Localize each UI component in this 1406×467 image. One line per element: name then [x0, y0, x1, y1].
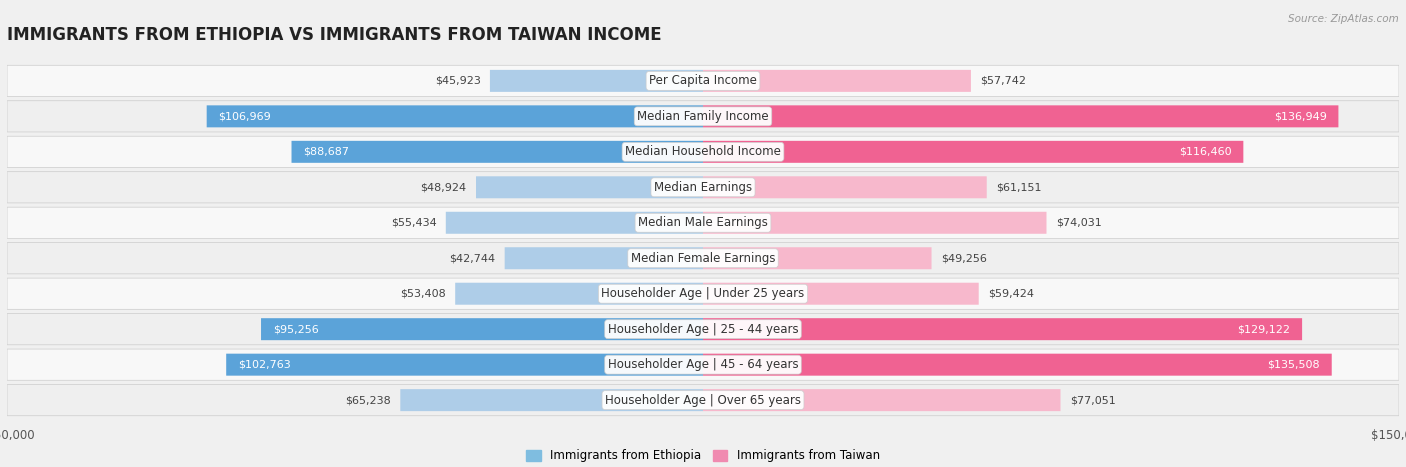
FancyBboxPatch shape	[7, 65, 1399, 97]
Legend: Immigrants from Ethiopia, Immigrants from Taiwan: Immigrants from Ethiopia, Immigrants fro…	[522, 445, 884, 467]
Text: $45,923: $45,923	[434, 76, 481, 86]
FancyBboxPatch shape	[505, 247, 703, 269]
Text: $129,122: $129,122	[1237, 324, 1291, 334]
FancyBboxPatch shape	[703, 212, 1046, 234]
FancyBboxPatch shape	[401, 389, 703, 411]
FancyBboxPatch shape	[291, 141, 703, 163]
Text: Householder Age | Over 65 years: Householder Age | Over 65 years	[605, 394, 801, 407]
Text: Median Female Earnings: Median Female Earnings	[631, 252, 775, 265]
FancyBboxPatch shape	[226, 354, 703, 375]
Text: Householder Age | 45 - 64 years: Householder Age | 45 - 64 years	[607, 358, 799, 371]
Text: $59,424: $59,424	[988, 289, 1033, 299]
Text: $106,969: $106,969	[218, 111, 271, 121]
Text: $136,949: $136,949	[1274, 111, 1327, 121]
Text: $135,508: $135,508	[1267, 360, 1320, 370]
Text: $65,238: $65,238	[346, 395, 391, 405]
Text: $116,460: $116,460	[1180, 147, 1232, 157]
Text: Source: ZipAtlas.com: Source: ZipAtlas.com	[1288, 14, 1399, 24]
Text: $42,744: $42,744	[450, 253, 495, 263]
Text: Householder Age | Under 25 years: Householder Age | Under 25 years	[602, 287, 804, 300]
FancyBboxPatch shape	[7, 207, 1399, 238]
FancyBboxPatch shape	[703, 106, 1339, 127]
Text: Per Capita Income: Per Capita Income	[650, 74, 756, 87]
Text: $102,763: $102,763	[238, 360, 291, 370]
Text: Householder Age | 25 - 44 years: Householder Age | 25 - 44 years	[607, 323, 799, 336]
FancyBboxPatch shape	[703, 247, 932, 269]
Text: Median Household Income: Median Household Income	[626, 145, 780, 158]
Text: $48,924: $48,924	[420, 182, 467, 192]
FancyBboxPatch shape	[489, 70, 703, 92]
FancyBboxPatch shape	[7, 349, 1399, 380]
FancyBboxPatch shape	[703, 283, 979, 304]
FancyBboxPatch shape	[456, 283, 703, 304]
FancyBboxPatch shape	[703, 141, 1243, 163]
Text: $55,434: $55,434	[391, 218, 436, 228]
FancyBboxPatch shape	[7, 313, 1399, 345]
FancyBboxPatch shape	[446, 212, 703, 234]
FancyBboxPatch shape	[703, 177, 987, 198]
Text: Median Earnings: Median Earnings	[654, 181, 752, 194]
FancyBboxPatch shape	[703, 318, 1302, 340]
Text: IMMIGRANTS FROM ETHIOPIA VS IMMIGRANTS FROM TAIWAN INCOME: IMMIGRANTS FROM ETHIOPIA VS IMMIGRANTS F…	[7, 26, 662, 43]
Text: $49,256: $49,256	[941, 253, 987, 263]
Text: $53,408: $53,408	[401, 289, 446, 299]
Text: $61,151: $61,151	[995, 182, 1042, 192]
FancyBboxPatch shape	[703, 389, 1060, 411]
Text: $88,687: $88,687	[304, 147, 349, 157]
FancyBboxPatch shape	[703, 354, 1331, 375]
Text: Median Family Income: Median Family Income	[637, 110, 769, 123]
FancyBboxPatch shape	[7, 172, 1399, 203]
FancyBboxPatch shape	[7, 243, 1399, 274]
Text: $57,742: $57,742	[980, 76, 1026, 86]
FancyBboxPatch shape	[207, 106, 703, 127]
FancyBboxPatch shape	[477, 177, 703, 198]
FancyBboxPatch shape	[262, 318, 703, 340]
FancyBboxPatch shape	[703, 70, 972, 92]
Text: $77,051: $77,051	[1070, 395, 1115, 405]
Text: $95,256: $95,256	[273, 324, 318, 334]
Text: $74,031: $74,031	[1056, 218, 1101, 228]
Text: Median Male Earnings: Median Male Earnings	[638, 216, 768, 229]
FancyBboxPatch shape	[7, 136, 1399, 168]
FancyBboxPatch shape	[7, 384, 1399, 416]
FancyBboxPatch shape	[7, 101, 1399, 132]
FancyBboxPatch shape	[7, 278, 1399, 309]
